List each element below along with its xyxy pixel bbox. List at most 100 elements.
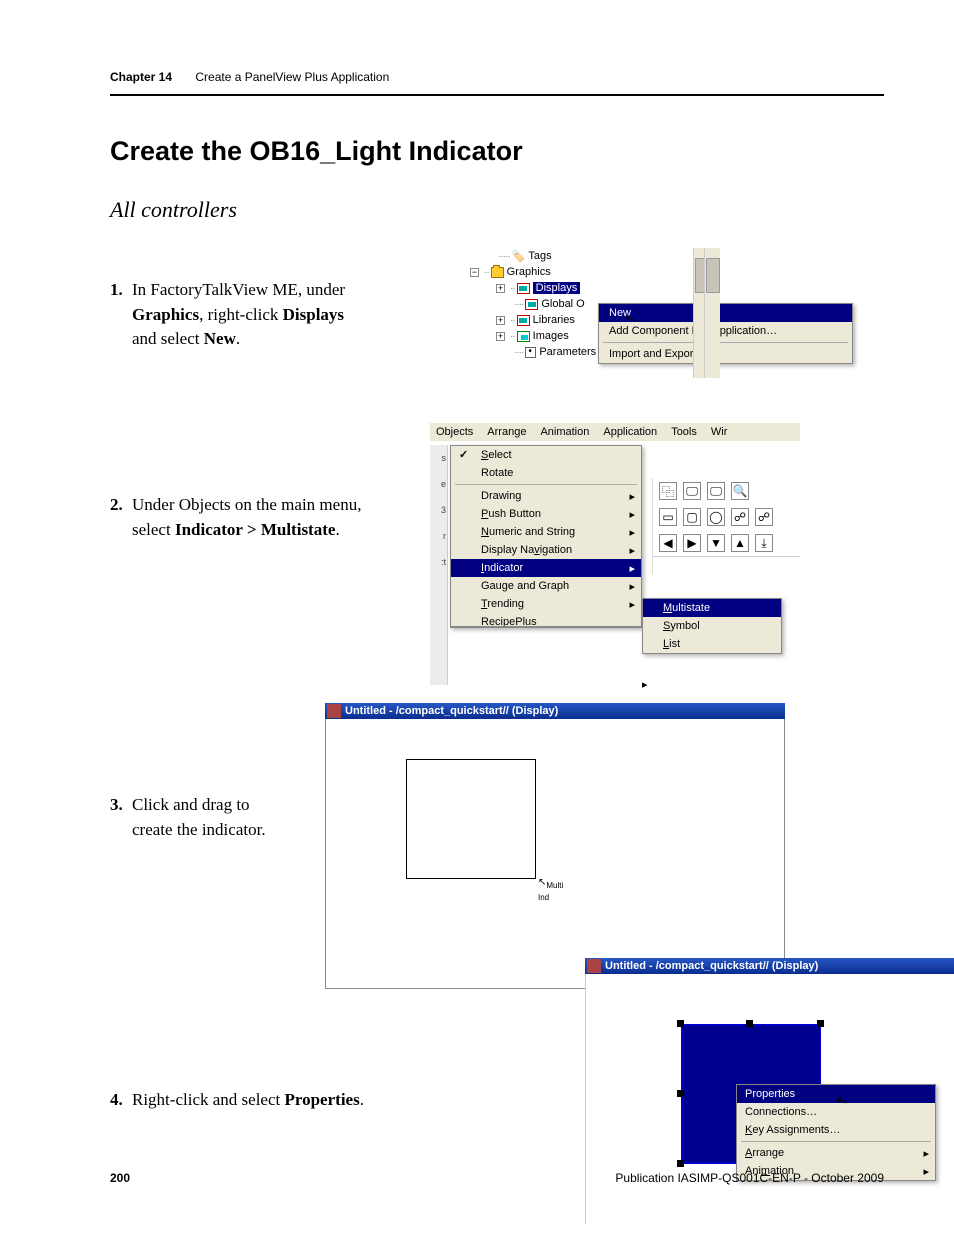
toolbar-icon[interactable]: 🖵 bbox=[707, 482, 725, 500]
up-icon[interactable]: ▲ bbox=[731, 534, 749, 552]
right-icon[interactable]: ▶ bbox=[683, 534, 701, 552]
step-1: 1.In FactoryTalkView ME, under Graphics,… bbox=[110, 278, 450, 352]
canvas[interactable]: ↖MultiInd bbox=[325, 719, 785, 989]
dd-dispnav[interactable]: Display Navigation▸ bbox=[451, 541, 641, 559]
menu-key-assignments[interactable]: Key Assignments… bbox=[737, 1121, 935, 1139]
roundrect-icon[interactable]: ▢ bbox=[683, 508, 701, 526]
resize-handle[interactable] bbox=[677, 1020, 684, 1027]
submenu-arrow-icon: ▸ bbox=[629, 598, 635, 611]
expand-icon[interactable]: + bbox=[496, 316, 505, 325]
display-icon bbox=[517, 315, 530, 326]
magnify-icon[interactable]: 🔍 bbox=[731, 482, 749, 500]
submenu-arrow-icon: ▸ bbox=[923, 1165, 929, 1178]
dd-numeric[interactable]: Numeric and String▸ bbox=[451, 523, 641, 541]
resize-handle[interactable] bbox=[817, 1020, 824, 1027]
dd-gauge[interactable]: Gauge and Graph▸ bbox=[451, 577, 641, 595]
window-icon bbox=[327, 704, 341, 718]
publication-info: Publication IASIMP-QS001C-EN-P - October… bbox=[615, 1171, 884, 1185]
dd-pushbutton[interactable]: Push Button▸ bbox=[451, 505, 641, 523]
menu-connections[interactable]: Connections… bbox=[737, 1103, 935, 1121]
screenshot-tree: ·····🏷️ Tags −··Graphics +··Displays ···… bbox=[450, 248, 850, 398]
submenu-arrow-icon: ▸ bbox=[629, 544, 635, 557]
rect-icon[interactable]: ▭ bbox=[659, 508, 677, 526]
submenu-arrow-icon: ▸ bbox=[629, 508, 635, 521]
folder-icon bbox=[491, 267, 504, 278]
chapter-title: Create a PanelView Plus Application bbox=[195, 70, 389, 84]
window-titlebar: Untitled - /compact_quickstart// (Displa… bbox=[585, 958, 954, 974]
objects-dropdown: ✓Select Rotate Drawing▸ Push Button▸ Num… bbox=[450, 445, 642, 628]
tree-global[interactable]: Global O bbox=[541, 298, 584, 310]
screenshot-canvas-draw: Untitled - /compact_quickstart// (Displa… bbox=[325, 703, 785, 993]
toolbar-icon[interactable]: ☍ bbox=[731, 508, 749, 526]
tree-displays[interactable]: Displays bbox=[533, 282, 581, 294]
down-icon[interactable]: ▼ bbox=[707, 534, 725, 552]
toolbar-icon[interactable]: ⤓ bbox=[755, 534, 773, 552]
dd-drawing[interactable]: Drawing▸ bbox=[451, 487, 641, 505]
canvas[interactable]: Properties Connections… Key Assignments…… bbox=[585, 974, 954, 1224]
tree-images[interactable]: Images bbox=[533, 330, 569, 342]
screenshot-properties: Untitled - /compact_quickstart// (Displa… bbox=[585, 958, 954, 1228]
menu-tools[interactable]: Tools bbox=[671, 426, 697, 438]
toolbar-icon[interactable]: ☍ bbox=[755, 508, 773, 526]
dd-rotate[interactable]: Rotate bbox=[451, 464, 641, 482]
menu-import-export[interactable]: Import and Export… bbox=[599, 345, 852, 363]
submenu-arrow-icon: ▸ bbox=[629, 490, 635, 503]
submenu-arrow-icon: ▸ bbox=[629, 580, 635, 593]
step-4: 4.Right-click and select Properties. bbox=[110, 1088, 450, 1113]
menu-objects[interactable]: Objects bbox=[436, 426, 473, 438]
step-3: 3.Click and drag to create the indicator… bbox=[110, 793, 325, 842]
tree-tags[interactable]: Tags bbox=[528, 250, 551, 262]
resize-handle[interactable] bbox=[677, 1160, 684, 1167]
expand-icon[interactable]: + bbox=[496, 332, 505, 341]
header-rule bbox=[110, 94, 884, 96]
tree-parameters[interactable]: Parameters bbox=[539, 346, 596, 358]
left-icon[interactable]: ◀ bbox=[659, 534, 677, 552]
sub-multistate[interactable]: Multistate bbox=[643, 599, 781, 617]
menu-application[interactable]: Application bbox=[603, 426, 657, 438]
window-titlebar: Untitled - /compact_quickstart// (Displa… bbox=[325, 703, 785, 719]
scroll-arrow-icon[interactable]: ▸ bbox=[642, 679, 648, 688]
expand-icon[interactable]: − bbox=[470, 268, 479, 277]
dd-select[interactable]: ✓Select bbox=[451, 446, 641, 464]
indicator-submenu: Multistate Symbol List bbox=[642, 598, 782, 654]
toolbar-icon[interactable]: 🖵 bbox=[683, 482, 701, 500]
context-menu-displays: New Add Component Into Application… Impo… bbox=[598, 303, 853, 364]
ellipse-icon[interactable]: ◯ bbox=[707, 508, 725, 526]
cursor-multiind: ↖MultiInd bbox=[538, 877, 563, 901]
tree-libraries[interactable]: Libraries bbox=[533, 314, 575, 326]
display-icon bbox=[525, 299, 538, 310]
sub-list[interactable]: List bbox=[643, 635, 781, 653]
submenu-arrow-icon: ▸ bbox=[629, 526, 635, 539]
page-number: 200 bbox=[110, 1171, 130, 1185]
toolbar-icon[interactable]: ⿻ bbox=[659, 482, 677, 500]
scrollbar[interactable] bbox=[704, 248, 720, 378]
page-footer: 200 Publication IASIMP-QS001C-EN-P - Oct… bbox=[110, 1171, 884, 1185]
expand-icon[interactable]: + bbox=[496, 284, 505, 293]
menu-window[interactable]: Wir bbox=[711, 426, 728, 438]
dd-recipe[interactable]: RecipePlus bbox=[451, 613, 641, 627]
display-icon bbox=[517, 283, 530, 294]
sub-symbol[interactable]: Symbol bbox=[643, 617, 781, 635]
submenu-arrow-icon: ▸ bbox=[923, 1147, 929, 1160]
menubar: Objects Arrange Animation Application To… bbox=[430, 423, 800, 442]
resize-handle[interactable] bbox=[746, 1020, 753, 1027]
page-header: Chapter 14 Create a PanelView Plus Appli… bbox=[110, 70, 884, 84]
menu-animation[interactable]: Animation bbox=[540, 426, 589, 438]
menu-arrange[interactable]: Arrange▸ bbox=[737, 1144, 935, 1162]
chapter-label: Chapter 14 bbox=[110, 70, 172, 84]
image-icon bbox=[517, 331, 530, 342]
toolbar-icons: ⿻ 🖵 🖵 🔍 ▭ ▢ ◯ ☍ ☍ ◀ ▶ ▼ ▲ ⤓ bbox=[652, 478, 800, 574]
param-icon bbox=[525, 347, 536, 358]
page-title: Create the OB16_Light Indicator bbox=[110, 136, 884, 167]
check-icon: ✓ bbox=[459, 448, 468, 461]
resize-handle[interactable] bbox=[677, 1090, 684, 1097]
tree-graphics[interactable]: Graphics bbox=[507, 266, 551, 278]
window-icon bbox=[587, 959, 601, 973]
drawn-rectangle[interactable] bbox=[406, 759, 536, 879]
dd-indicator[interactable]: Indicator▸ bbox=[451, 559, 641, 577]
menu-arrange[interactable]: Arrange bbox=[487, 426, 526, 438]
step-2: 2.Under Objects on the main menu, select… bbox=[110, 493, 450, 542]
page-subtitle: All controllers bbox=[110, 197, 884, 223]
submenu-arrow-icon: ▸ bbox=[629, 562, 635, 575]
dd-trending[interactable]: Trending▸ bbox=[451, 595, 641, 613]
